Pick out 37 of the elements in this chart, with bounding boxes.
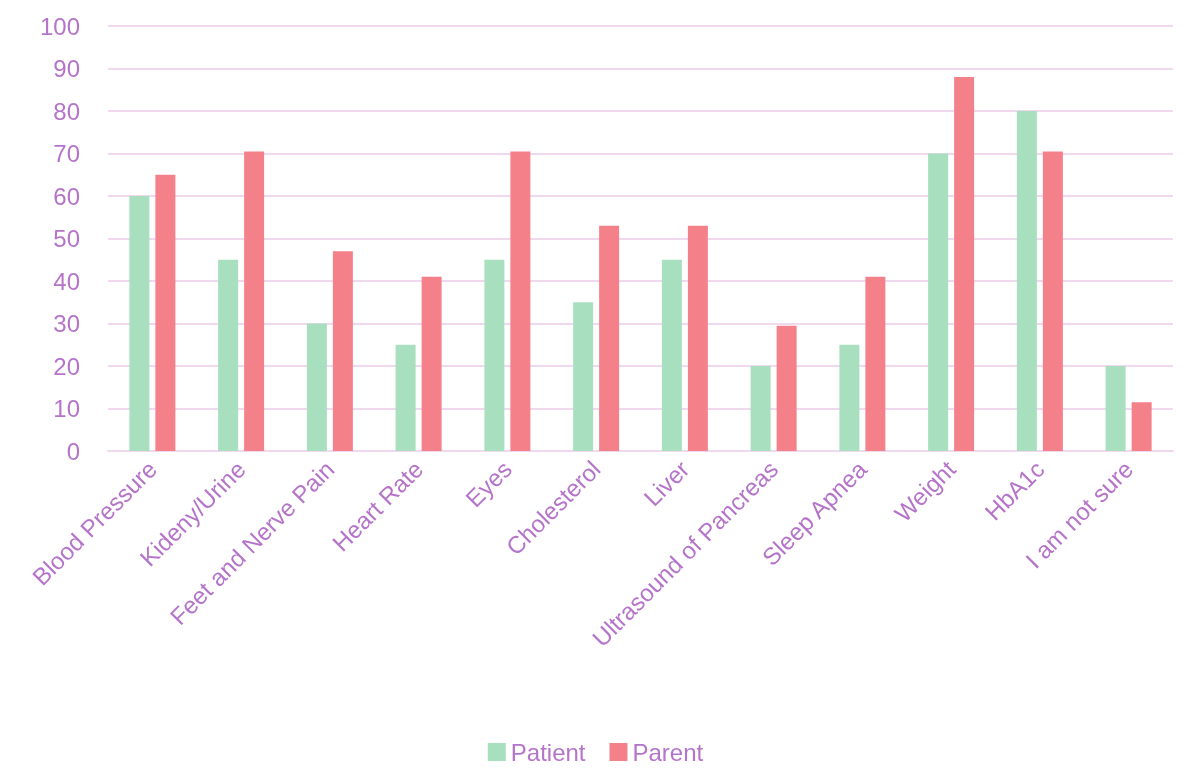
legend-label: Parent	[632, 738, 704, 766]
bar	[155, 174, 176, 451]
y-tick-label: 20	[53, 352, 80, 380]
bar	[306, 323, 327, 451]
bar	[244, 151, 265, 451]
bar	[928, 153, 949, 451]
y-tick-label: 80	[53, 97, 80, 125]
bar	[1105, 366, 1126, 451]
bar	[865, 276, 886, 451]
bar	[599, 225, 620, 451]
bar	[421, 276, 442, 451]
y-tick-label: 50	[53, 225, 80, 252]
bar	[687, 225, 708, 451]
bar	[776, 325, 797, 451]
y-tick-label: 0	[66, 437, 80, 465]
bar	[395, 344, 416, 451]
bar	[1042, 151, 1063, 451]
bar	[573, 302, 594, 451]
y-tick-label: 60	[53, 182, 80, 210]
bar	[839, 344, 860, 451]
bar	[1131, 402, 1152, 451]
bar	[954, 77, 975, 451]
bar	[510, 151, 531, 451]
legend-label: Patient	[510, 738, 586, 766]
bar	[332, 251, 353, 451]
y-tick-label: 40	[53, 267, 80, 295]
y-tick-label: 30	[53, 310, 80, 337]
bar	[1016, 111, 1037, 451]
y-tick-label: 70	[53, 140, 80, 167]
bar	[661, 259, 682, 451]
bar	[484, 259, 505, 451]
bar	[129, 196, 150, 451]
bar	[218, 259, 239, 451]
y-tick-label: 90	[53, 55, 80, 82]
bar	[750, 366, 771, 451]
y-tick-label: 100	[39, 12, 80, 40]
y-tick-label: 10	[53, 395, 80, 422]
